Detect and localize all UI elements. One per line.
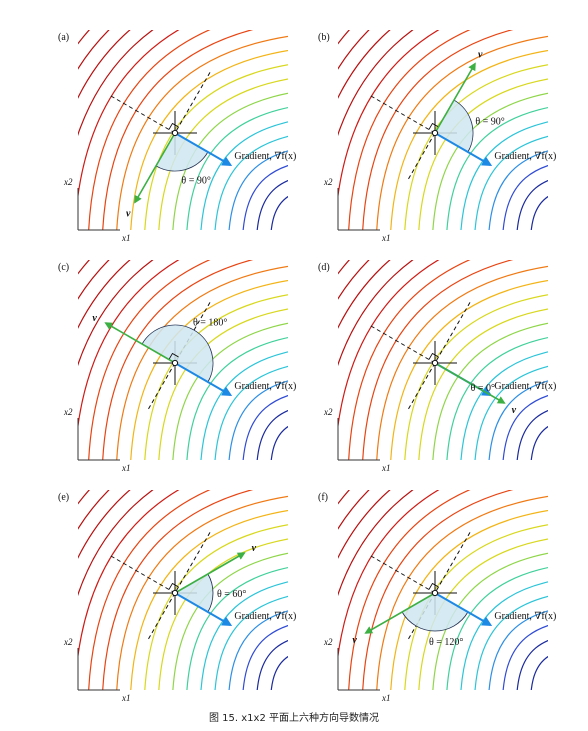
gradient-label: Gradient, ∇f(x) bbox=[234, 381, 296, 392]
panel-e: (e) x1 x2 Gradient, ∇f(x) θ = 60° v bbox=[58, 490, 296, 703]
panel-a: (a) x1 x2 Gradient, ∇f(x) θ = 90° v bbox=[58, 30, 296, 243]
x2-axis-label: x2 bbox=[63, 637, 73, 647]
direction-v-arrow bbox=[174, 552, 246, 594]
normal-line bbox=[109, 555, 176, 594]
normal-line bbox=[369, 555, 436, 594]
direction-v-arrow bbox=[104, 322, 176, 364]
panel-d: (d) x1 x2 Gradient, ∇f(x)θ = 0° v bbox=[318, 260, 556, 473]
theta-label: θ = 60° bbox=[217, 589, 246, 600]
panel-label: (c) bbox=[58, 262, 69, 273]
angle-wedge bbox=[401, 592, 469, 632]
right-angle-mark bbox=[168, 122, 179, 130]
theta-label: θ = 120° bbox=[429, 637, 463, 648]
gradient-arrow bbox=[174, 592, 233, 626]
figure-caption: 图 15. x1x2 平面上六种方向导数情况 bbox=[209, 713, 379, 724]
x1-axis-label: x1 bbox=[121, 463, 131, 473]
right-angle-mark bbox=[168, 582, 179, 590]
x1-axis-label: x1 bbox=[381, 463, 391, 473]
axes: x1 x2 bbox=[323, 407, 391, 473]
direction-v-arrow bbox=[434, 62, 476, 134]
x1-axis-label: x1 bbox=[121, 693, 131, 703]
x2-axis-label: x2 bbox=[323, 637, 333, 647]
theta-label: θ = 90° bbox=[475, 117, 504, 128]
gradient-label: Gradient, ∇f(x) bbox=[494, 151, 556, 162]
normal-line bbox=[109, 95, 176, 134]
gradient-arrow bbox=[174, 132, 233, 166]
point-marker bbox=[431, 359, 439, 367]
panel-f: (f) x1 x2 Gradient, ∇f(x) θ = 120° v bbox=[318, 490, 556, 703]
x1-axis-label: x1 bbox=[121, 233, 131, 243]
panel-label: (f) bbox=[318, 492, 328, 503]
v-label: v bbox=[478, 49, 483, 60]
theta-label: θ = 0° bbox=[471, 383, 495, 394]
x2-axis-label: x2 bbox=[63, 407, 73, 417]
gradient-arrow bbox=[434, 592, 493, 626]
contour-lines bbox=[78, 30, 288, 230]
contour-lines bbox=[78, 490, 288, 690]
theta-label: θ = 180° bbox=[193, 317, 227, 328]
normal-line bbox=[369, 95, 436, 134]
right-angle-mark bbox=[428, 582, 439, 590]
point-marker bbox=[171, 129, 179, 137]
direction-v-arrow bbox=[134, 132, 176, 204]
x2-axis-label: x2 bbox=[323, 177, 333, 187]
right-angle-mark bbox=[428, 352, 439, 360]
point-marker bbox=[171, 589, 179, 597]
point-marker bbox=[171, 359, 179, 367]
v-label: v bbox=[252, 543, 257, 554]
right-angle-mark bbox=[428, 122, 439, 130]
angle-wedge bbox=[174, 573, 214, 613]
axes: x1 x2 bbox=[63, 407, 131, 473]
direction-v-arrow bbox=[434, 362, 506, 404]
contour-lines bbox=[338, 260, 548, 460]
gradient-label: Gradient, ∇f(x) bbox=[234, 611, 296, 622]
x1-axis-label: x1 bbox=[381, 233, 391, 243]
angle-wedge bbox=[141, 324, 214, 383]
v-label: v bbox=[92, 313, 97, 324]
x2-axis-label: x2 bbox=[63, 177, 73, 187]
v-label: v bbox=[352, 635, 357, 646]
axes: x1 x2 bbox=[323, 177, 391, 243]
angle-wedge bbox=[434, 99, 474, 153]
panel-label: (a) bbox=[58, 32, 69, 43]
contour-lines bbox=[338, 490, 548, 690]
axes: x1 x2 bbox=[323, 637, 391, 703]
x2-axis-label: x2 bbox=[323, 407, 333, 417]
normal-line bbox=[369, 325, 436, 364]
tangent-line bbox=[407, 302, 471, 411]
panel-label: (d) bbox=[318, 262, 330, 273]
panel-label: (b) bbox=[318, 32, 330, 43]
contour-lines bbox=[338, 30, 548, 230]
v-label: v bbox=[126, 209, 131, 220]
panel-c: (c) x1 x2 Gradient, ∇f(x) θ = 180° v bbox=[58, 260, 296, 473]
panel-b: (b) x1 x2 Gradient, ∇f(x) θ = 90° v bbox=[318, 30, 556, 243]
point-marker bbox=[431, 589, 439, 597]
axes: x1 x2 bbox=[63, 637, 131, 703]
right-angle-mark bbox=[168, 352, 179, 360]
angle-wedge bbox=[155, 132, 209, 172]
gradient-label: Gradient, ∇f(x) bbox=[494, 381, 556, 392]
gradient-arrow bbox=[434, 132, 493, 166]
v-label: v bbox=[512, 405, 517, 416]
gradient-label: Gradient, ∇f(x) bbox=[234, 151, 296, 162]
panel-label: (e) bbox=[58, 492, 69, 503]
theta-label: θ = 90° bbox=[181, 175, 210, 186]
gradient-arrow bbox=[174, 362, 233, 396]
x1-axis-label: x1 bbox=[381, 693, 391, 703]
axes: x1 x2 bbox=[63, 177, 131, 243]
gradient-label: Gradient, ∇f(x) bbox=[494, 611, 556, 622]
point-marker bbox=[431, 129, 439, 137]
direction-v-arrow bbox=[364, 592, 436, 634]
